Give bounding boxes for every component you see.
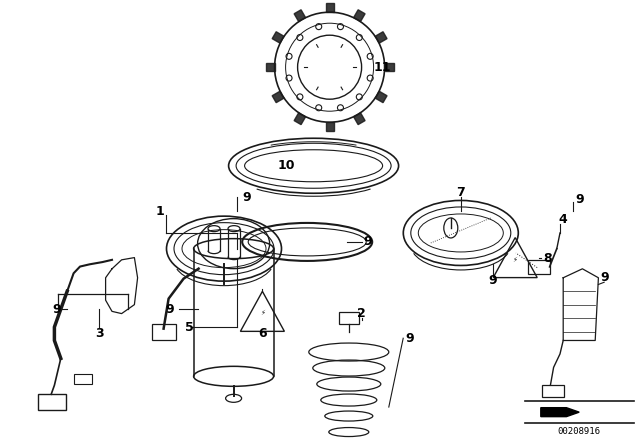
Bar — [527, 260, 550, 274]
Text: 4: 4 — [559, 213, 568, 226]
Text: 8: 8 — [543, 252, 552, 266]
Text: 2: 2 — [357, 307, 366, 320]
Text: 9: 9 — [488, 273, 497, 287]
Text: 9: 9 — [52, 302, 61, 316]
Text: 10: 10 — [277, 159, 295, 172]
Text: 3: 3 — [95, 327, 104, 340]
Polygon shape — [354, 113, 365, 125]
Text: 5: 5 — [185, 320, 194, 334]
Bar — [542, 385, 564, 397]
Polygon shape — [326, 122, 333, 131]
Polygon shape — [541, 408, 579, 417]
Polygon shape — [272, 32, 284, 43]
Text: 9: 9 — [600, 271, 609, 284]
Polygon shape — [375, 32, 387, 43]
Text: ⚡: ⚡ — [260, 310, 265, 316]
Polygon shape — [294, 113, 305, 125]
Bar — [152, 323, 175, 340]
Polygon shape — [385, 63, 394, 71]
Text: 00208916: 00208916 — [557, 427, 601, 436]
Text: 9: 9 — [405, 332, 414, 345]
Bar — [339, 312, 359, 324]
Text: 11: 11 — [374, 60, 392, 74]
Text: 6: 6 — [258, 327, 267, 340]
Text: 9: 9 — [575, 193, 584, 206]
Text: ⚡: ⚡ — [513, 257, 518, 263]
Text: 9: 9 — [165, 302, 174, 316]
Polygon shape — [326, 3, 333, 12]
Text: 9: 9 — [364, 235, 372, 249]
Text: 9: 9 — [242, 190, 251, 204]
Bar — [74, 374, 92, 384]
Text: 7: 7 — [456, 186, 465, 199]
Polygon shape — [294, 10, 305, 22]
Polygon shape — [354, 10, 365, 22]
Text: 1: 1 — [156, 205, 164, 219]
Polygon shape — [375, 91, 387, 103]
Polygon shape — [266, 63, 275, 71]
Bar — [38, 394, 67, 410]
Polygon shape — [272, 91, 284, 103]
